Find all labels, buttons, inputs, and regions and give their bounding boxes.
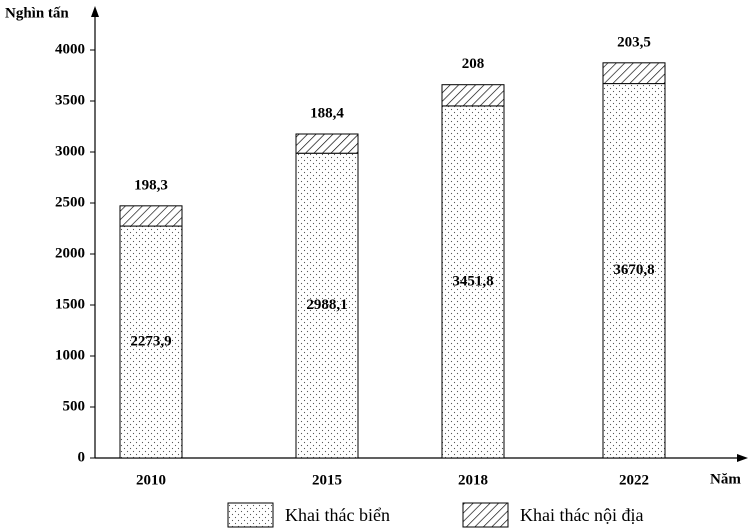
- bar-segment: [295, 152, 359, 459]
- data-label: 2273,9: [130, 333, 171, 349]
- x-tick-label: 2022: [619, 472, 649, 488]
- x-tick-label: 2018: [458, 472, 488, 488]
- y-tick-label: 0: [78, 449, 86, 465]
- data-label: 203,5: [617, 34, 651, 50]
- bar-segment: [119, 225, 183, 459]
- legend-label: Khai thác biển: [285, 505, 390, 525]
- data-label: 208: [462, 56, 485, 72]
- y-arrow: [91, 6, 99, 17]
- bar-segment: [602, 62, 666, 85]
- y-tick-label: 2500: [55, 194, 85, 210]
- bar-segment: [295, 133, 359, 154]
- x-tick-label: 2010: [136, 472, 166, 488]
- data-label: 3670,8: [613, 262, 654, 278]
- data-label: 198,3: [134, 177, 168, 193]
- legend-swatch: [227, 502, 274, 528]
- y-tick-label: 1500: [55, 296, 85, 312]
- y-tick-label: 4000: [55, 41, 85, 57]
- legend-swatch: [462, 502, 509, 528]
- bar-segment: [441, 105, 505, 459]
- y-tick-label: 2000: [55, 245, 85, 261]
- x-tick-label: 2015: [312, 472, 342, 488]
- data-label: 188,4: [310, 105, 344, 121]
- x-axis-label: Năm: [710, 471, 741, 487]
- y-tick-label: 1000: [55, 347, 85, 363]
- y-tick-label: 500: [63, 398, 86, 414]
- data-label: 3451,8: [452, 273, 493, 289]
- bar-segment: [119, 205, 183, 227]
- x-arrow: [737, 454, 748, 462]
- bar-segment: [602, 83, 666, 459]
- legend-label: Khai thác nội địa: [520, 505, 643, 525]
- y-tick-label: 3000: [55, 143, 85, 159]
- y-tick-label: 3500: [55, 92, 85, 108]
- y-axis-label: Nghìn tấn: [5, 5, 69, 21]
- data-label: 2988,1: [306, 297, 347, 313]
- bar-segment: [441, 84, 505, 107]
